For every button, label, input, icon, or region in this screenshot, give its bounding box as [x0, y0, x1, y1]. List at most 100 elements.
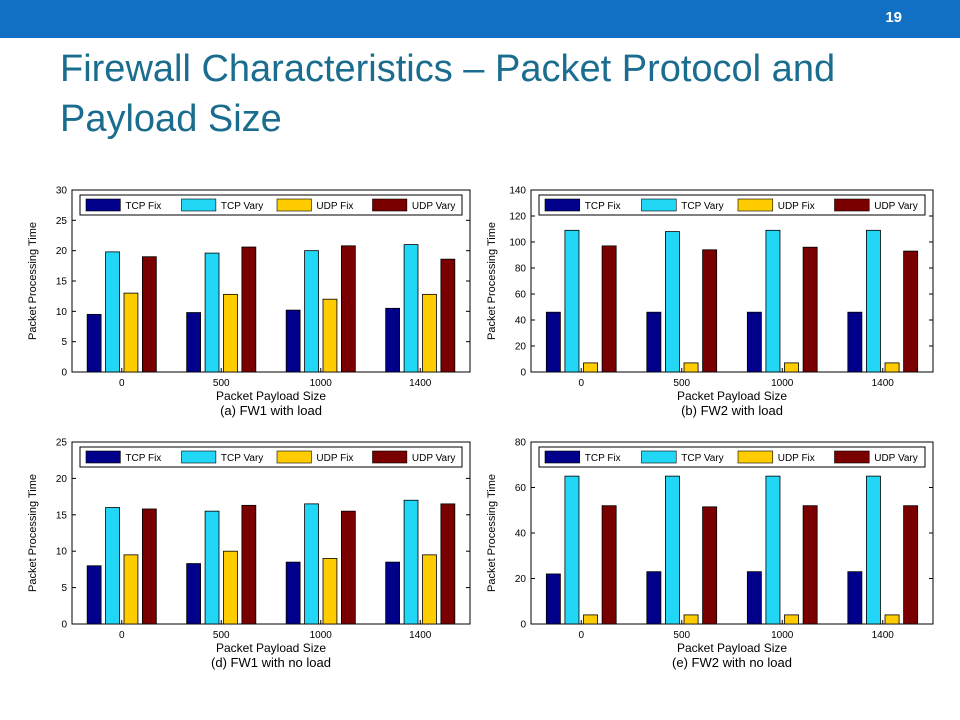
- bar-tcp-fix-1400: [847, 571, 863, 625]
- bar-tcp-vary-1400: [403, 244, 419, 373]
- y-tick-label: 30: [56, 186, 68, 197]
- x-tick-label: 1400: [872, 630, 895, 641]
- chart-title: (b) FW2 with load: [681, 403, 783, 418]
- plot-frame: [71, 441, 471, 625]
- y-axis-label: Packet Processing Time: [27, 222, 39, 340]
- bar-tcp-fix-500: [186, 312, 202, 373]
- bar-udp-vary-500: [241, 246, 257, 373]
- bar-tcp-fix-500: [646, 311, 662, 373]
- y-tick-label: 25: [56, 438, 68, 449]
- y-tick-label: 60: [515, 483, 527, 494]
- bar-udp-vary-1400: [440, 258, 456, 373]
- bar-udp-fix-500: [223, 293, 238, 373]
- legend-label-tcp-fix: TCP Fix: [125, 201, 161, 212]
- x-tick-label: 1400: [409, 378, 432, 389]
- bar-tcp-fix-500: [186, 563, 202, 625]
- bar-tcp-vary-1000: [765, 229, 781, 373]
- legend-swatch-tcp-fix: [85, 198, 121, 212]
- chart-title: (d) FW1 with no load: [211, 655, 331, 670]
- bar-udp-fix-1000: [784, 614, 799, 625]
- legend-label-udp-fix: UDP Fix: [316, 201, 353, 212]
- legend-label-tcp-vary: TCP Vary: [681, 201, 723, 212]
- bar-udp-fix-0: [123, 292, 139, 373]
- legend-swatch-tcp-fix: [544, 450, 581, 464]
- bar-tcp-vary-500: [665, 231, 680, 373]
- legend-swatch-udp-fix: [276, 450, 312, 464]
- bar-udp-fix-500: [683, 362, 699, 373]
- bar-tcp-fix-1000: [746, 311, 762, 373]
- legend-label-tcp-fix: TCP Fix: [125, 453, 161, 464]
- bar-tcp-vary-1000: [304, 503, 319, 625]
- y-tick-label: 0: [61, 620, 67, 631]
- legend-label-udp-fix: UDP Fix: [316, 453, 353, 464]
- legend-swatch-udp-vary: [834, 198, 870, 212]
- legend-swatch-tcp-vary: [641, 198, 677, 212]
- x-tick-label: 1400: [872, 378, 895, 389]
- slide-title: Firewall Characteristics – Packet Protoc…: [60, 48, 836, 140]
- bar-tcp-fix-1000: [746, 571, 762, 625]
- x-axis-label: Packet Payload Size: [216, 389, 326, 403]
- bar-udp-fix-0: [583, 362, 598, 373]
- y-tick-label: 0: [520, 620, 526, 631]
- bar-udp-vary-1000: [340, 245, 356, 373]
- y-tick-label: 80: [515, 264, 527, 275]
- bar-udp-vary-1000: [802, 246, 818, 373]
- y-tick-label: 40: [515, 316, 527, 327]
- bar-udp-vary-1400: [903, 250, 919, 373]
- y-tick-label: 10: [56, 547, 68, 558]
- bar-tcp-vary-1400: [403, 499, 419, 625]
- bar-udp-fix-1400: [422, 554, 437, 625]
- legend-swatch-tcp-vary: [641, 450, 677, 464]
- bar-tcp-vary-0: [105, 251, 120, 373]
- legend-swatch-udp-fix: [737, 450, 774, 464]
- legend-label-udp-vary: UDP Vary: [412, 201, 456, 212]
- legend-label-tcp-vary: TCP Vary: [221, 201, 263, 212]
- bar-udp-fix-1400: [884, 614, 900, 625]
- x-tick-label: 0: [578, 378, 584, 389]
- bar-udp-fix-1000: [322, 298, 338, 373]
- plot-frame: [530, 189, 934, 373]
- x-tick-label: 1000: [310, 630, 333, 641]
- legend-swatch-udp-fix: [737, 198, 774, 212]
- x-tick-label: 1000: [771, 630, 794, 641]
- y-tick-label: 140: [509, 186, 526, 197]
- legend-box: [538, 446, 926, 468]
- x-tick-label: 500: [213, 378, 230, 389]
- legend-label-udp-fix: UDP Fix: [778, 453, 815, 464]
- legend-label-udp-vary: UDP Vary: [412, 453, 456, 464]
- y-tick-label: 60: [515, 290, 527, 301]
- top-bar: 19: [0, 0, 960, 38]
- x-tick-label: 1000: [771, 378, 794, 389]
- bar-tcp-vary-0: [564, 229, 580, 373]
- legend-label-tcp-fix: TCP Fix: [585, 453, 621, 464]
- x-axis-label: Packet Payload Size: [677, 641, 787, 655]
- plot-frame: [530, 441, 934, 625]
- y-tick-label: 0: [61, 368, 67, 379]
- bar-udp-vary-1400: [440, 503, 456, 625]
- bar-udp-fix-1400: [422, 293, 437, 373]
- legend-swatch-udp-vary: [834, 450, 870, 464]
- bar-udp-vary-500: [702, 249, 718, 373]
- bar-udp-fix-1000: [784, 362, 799, 373]
- x-axis-label: Packet Payload Size: [677, 389, 787, 403]
- chart-title: (e) FW2 with no load: [672, 655, 792, 670]
- x-tick-label: 0: [119, 378, 125, 389]
- bar-tcp-vary-0: [105, 507, 120, 625]
- bar-tcp-vary-500: [204, 510, 220, 625]
- bar-udp-fix-0: [123, 554, 139, 625]
- legend-label-tcp-vary: TCP Vary: [221, 453, 263, 464]
- bar-tcp-vary-1000: [304, 250, 319, 373]
- bar-tcp-vary-1400: [866, 229, 881, 373]
- bar-tcp-fix-1400: [847, 311, 863, 373]
- bar-udp-vary-0: [601, 505, 617, 625]
- y-tick-label: 20: [515, 574, 527, 585]
- legend-swatch-udp-fix: [276, 198, 312, 212]
- chart-fw1-with-load: 0 5 10 15 20 25 30 0 500 1000 1400 TCP Fix TCP Vary U…: [27, 186, 471, 418]
- legend-box: [538, 194, 926, 216]
- bar-udp-vary-1000: [340, 510, 356, 625]
- bar-udp-vary-0: [141, 256, 157, 373]
- bar-udp-vary-500: [241, 504, 257, 625]
- x-tick-label: 500: [213, 630, 230, 641]
- x-axis-label: Packet Payload Size: [216, 641, 326, 655]
- legend-box: [79, 194, 463, 216]
